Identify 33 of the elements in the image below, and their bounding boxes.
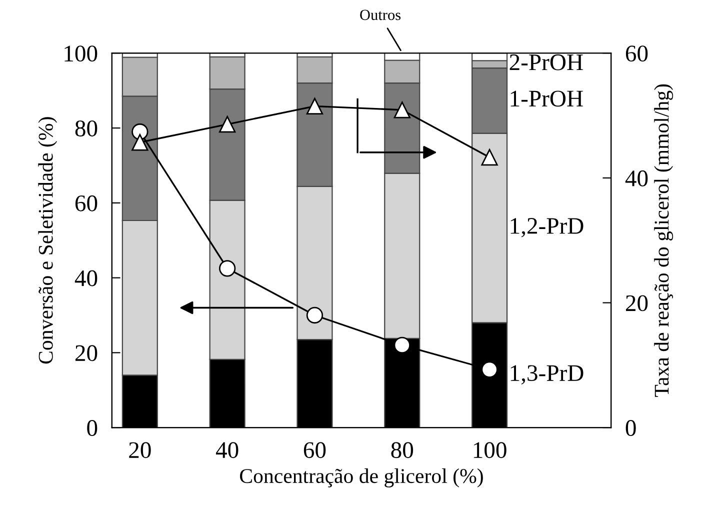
- series-label: 2-PrOH: [510, 54, 583, 70]
- point: [481, 149, 498, 166]
- y-tick-label: 80: [75, 120, 98, 136]
- y2-tick-label: 40: [625, 170, 648, 186]
- y-tick-label: 20: [75, 345, 98, 362]
- series-label: 1-PrOH: [510, 90, 583, 107]
- y-tick-label: 60: [75, 195, 98, 212]
- point: [394, 102, 410, 118]
- point: [394, 336, 410, 354]
- point: [218, 116, 236, 133]
- point: [306, 306, 324, 324]
- x-tick-label: 20: [129, 442, 151, 458]
- x-tick-label: 80: [391, 442, 414, 458]
- x-tick-label: 40: [216, 442, 238, 458]
- point: [132, 134, 148, 151]
- x-axis-title: Concentração de glicerol (%): [240, 468, 483, 488]
- point: [481, 361, 498, 378]
- x-tick-label: 60: [304, 442, 326, 458]
- y2-tick-label: 0: [626, 420, 636, 436]
- point: [132, 123, 148, 140]
- x-tick-label: 100: [474, 442, 506, 458]
- y-axis-title: Conversão e Seletividade (%): [38, 117, 58, 364]
- y-tick-label: 40: [74, 270, 98, 286]
- y2-tick-label: 60: [626, 46, 648, 62]
- y-tick-label: 0: [87, 420, 98, 436]
- text: Outros: [360, 10, 401, 20]
- point: [306, 98, 324, 115]
- y2-tick-label: 20: [626, 295, 648, 312]
- series-label: 1,2-PrD: [510, 218, 584, 238]
- y-tick-label: 100: [64, 46, 98, 62]
- series-label: 1,3-PrD: [510, 365, 584, 384]
- point: [218, 260, 236, 277]
- y2-axis-title: Taxa de reação do glicerol (mmol/hg): [654, 84, 674, 397]
